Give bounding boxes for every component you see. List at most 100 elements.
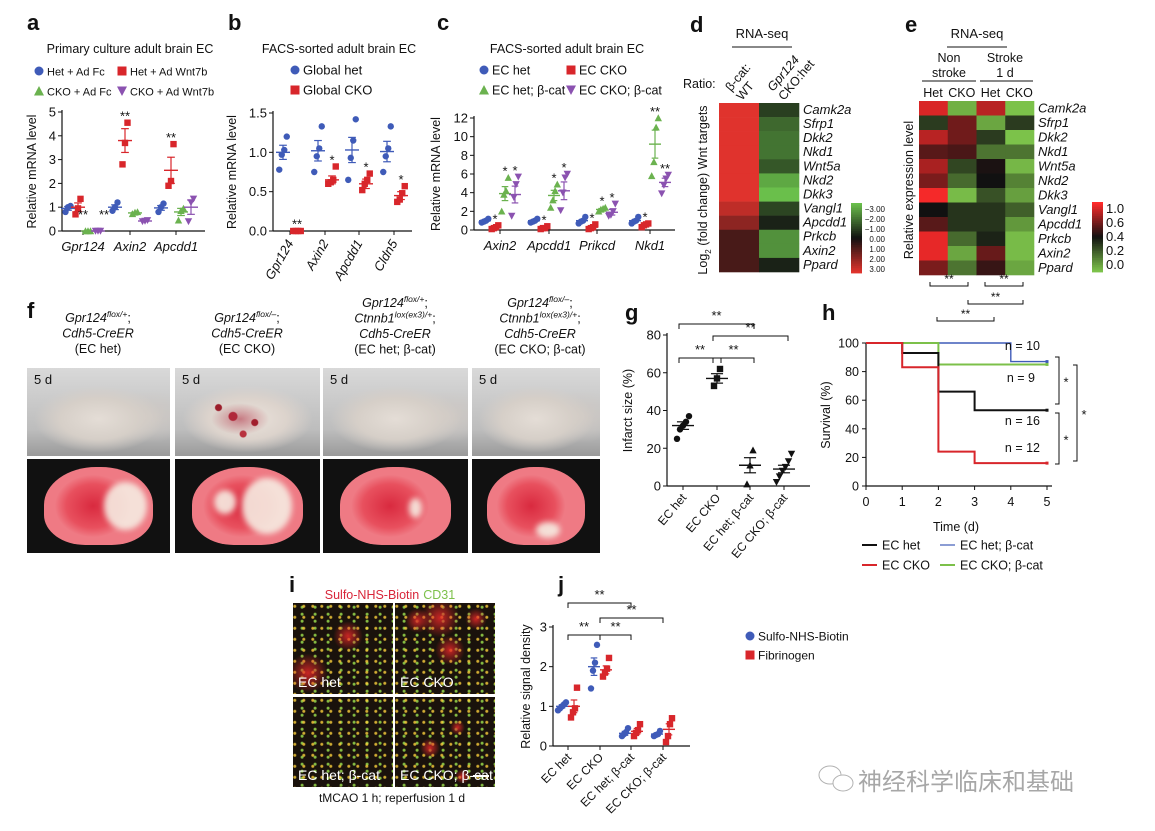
- fluorescence-image: EC CKO: [395, 603, 495, 694]
- y-tick-label: 0: [49, 224, 56, 239]
- significance-label: *: [1063, 375, 1068, 390]
- genotype-line: Ctnnb1lox(ex3)/+;: [354, 310, 435, 326]
- x-tick-label: 5: [1044, 495, 1051, 509]
- y-tick-label: 100: [838, 337, 859, 351]
- y-axis-label: Relative mRNA level: [225, 115, 239, 229]
- heatmap-cell: [719, 117, 760, 132]
- significance-marker: **: [166, 130, 176, 145]
- heatmap-cell: [976, 188, 1006, 203]
- colorbar-segment: [1092, 263, 1103, 266]
- data-point-triangle-down: [787, 450, 796, 458]
- colorbar-segment: [851, 225, 862, 228]
- significance-marker: *: [398, 172, 403, 187]
- data-point-triangle-down: [611, 200, 619, 208]
- ratio-label: Ratio:: [683, 77, 716, 91]
- gene-name: Cdh5-CreER: [62, 327, 134, 341]
- y-axis-label-part: Log: [696, 254, 710, 275]
- data-point-triangle-up: [654, 114, 662, 122]
- significance-label: **: [961, 307, 971, 321]
- panel-f-genotype-3: Gpr124flox/–;Ctnnb1lox(ex3)/+;Cdh5-CreER…: [494, 294, 585, 357]
- y-tick-label: 1: [49, 200, 56, 215]
- data-point-circle: [283, 133, 290, 140]
- allele-superscript: flox/–: [256, 309, 277, 319]
- heatmap-cell: [919, 130, 949, 145]
- gene-label: Vangl1: [1038, 202, 1078, 217]
- heatmap-cell: [976, 260, 1006, 276]
- colorbar-segment: [851, 238, 862, 241]
- y-tick-label: 0.5: [249, 184, 267, 199]
- colorbar-segment: [1092, 214, 1103, 217]
- panel-letter-i: i: [289, 572, 295, 597]
- censor-mark: [1045, 360, 1049, 364]
- gene-label: Apcdd1: [1037, 216, 1082, 231]
- heatmap-cell: [1005, 173, 1035, 189]
- y-tick-label: 20: [647, 441, 661, 456]
- ttc-stained-section-image: [323, 459, 468, 553]
- y-tick-label: 12: [454, 111, 468, 126]
- heatmap-cell: [919, 217, 949, 232]
- heatmap-cell: [1005, 217, 1035, 232]
- data-point-square: [710, 382, 718, 390]
- censor-mark: [1045, 408, 1049, 412]
- data-point-triangle-down: [664, 171, 672, 179]
- brain-whole-mount-image: 5 d: [27, 368, 170, 456]
- panel-e-heatmap: Camk2aSfrp1Dkk2Nkd1Wnt5aNkd2Dkk3Vangl1Ap…: [902, 26, 1124, 322]
- colorbar-segment: [851, 267, 862, 270]
- data-point-square: [592, 221, 599, 228]
- heatmap-cell: [976, 217, 1006, 232]
- tracer-leakage: [435, 634, 465, 665]
- brain-whole-mount-image: 5 d: [472, 368, 600, 456]
- significance-marker: **: [78, 207, 88, 222]
- heatmap-cell: [1005, 231, 1035, 247]
- heatmap-cell: [719, 103, 760, 118]
- colorbar-segment: [851, 234, 862, 237]
- chart-title: Primary culture adult brain EC: [47, 42, 214, 56]
- legend-label: Global het: [303, 63, 363, 78]
- tracer-leakage: [420, 737, 440, 758]
- gene-name: Cdh5-CreER: [211, 327, 283, 341]
- panel-f-genotype-2: Gpr124flox/+;Ctnnb1lox(ex3)/+;Cdh5-CreER…: [354, 294, 436, 357]
- heatmap-cell: [947, 188, 977, 203]
- data-point-square: [290, 85, 300, 95]
- data-point-square: [573, 684, 581, 691]
- allele-superscript: lox(ex3)/+: [395, 310, 433, 320]
- data-point-circle: [350, 137, 357, 144]
- data-point-square: [366, 170, 373, 177]
- ttc-stained-section-image: [27, 459, 170, 553]
- y-tick-label: 80: [647, 328, 661, 343]
- data-point-triangle-down: [510, 194, 518, 202]
- heatmap-cell: [919, 101, 949, 116]
- tracer-leakage: [450, 719, 465, 735]
- y-tick-label: 60: [647, 365, 661, 380]
- gene-name: Ctnnb1: [354, 312, 394, 326]
- heatmap-cell: [947, 115, 977, 131]
- data-point-triangle-up: [648, 172, 656, 180]
- panel-c-chart: 0 2 4 6 8 10 12 Axin2 Apcdd1 Prikcd Nkd1 Relative m…: [429, 42, 675, 253]
- colorbar-segment: [851, 243, 862, 246]
- significance-marker: *: [492, 211, 497, 226]
- significance-marker: *: [329, 152, 334, 167]
- gene-label: Prkcb: [1038, 231, 1071, 246]
- significance-bracket: [712, 335, 789, 341]
- y-tick-label: 3: [49, 152, 56, 167]
- heatmap-cell: [976, 101, 1006, 116]
- heatmap-cell: [759, 145, 800, 160]
- significance-label: **: [711, 308, 721, 323]
- y-tick-label: 20: [845, 451, 859, 465]
- y-tick-label: 1: [540, 699, 547, 714]
- y-tick-label: 60: [845, 394, 859, 408]
- colorbar-segment: [851, 248, 862, 251]
- gene-label: Nkd2: [1038, 173, 1069, 188]
- heatmap-cell: [976, 144, 1006, 160]
- colorbar-segment: [1092, 203, 1103, 206]
- legend-label: EC het: [882, 539, 921, 553]
- panel-letter-j: j: [557, 572, 564, 597]
- heatmap-cell: [976, 159, 1006, 174]
- data-point-circle: [591, 659, 599, 666]
- significance-bracket: [567, 602, 632, 608]
- data-point-square: [566, 65, 576, 75]
- y-axis-label: Relative signal density: [519, 624, 533, 749]
- allele-superscript: flox/+: [107, 309, 128, 319]
- genotype-line: Gpr124flox/+;: [362, 294, 428, 310]
